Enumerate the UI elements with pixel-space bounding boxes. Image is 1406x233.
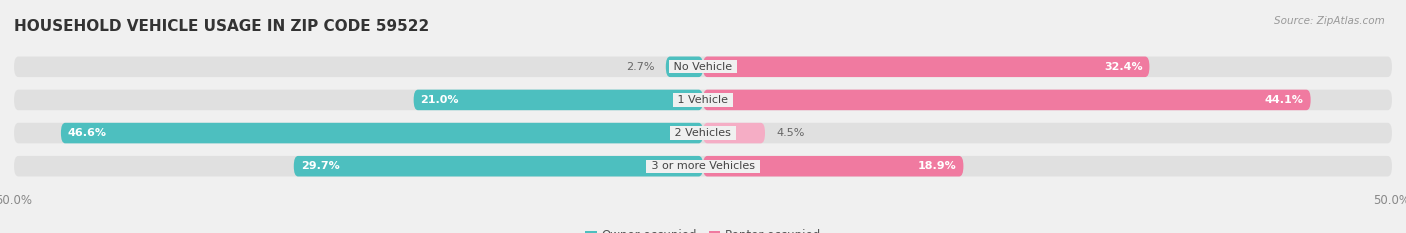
FancyBboxPatch shape [60, 123, 703, 143]
Text: 44.1%: 44.1% [1265, 95, 1303, 105]
Text: 21.0%: 21.0% [420, 95, 458, 105]
Text: No Vehicle: No Vehicle [671, 62, 735, 72]
Text: 1 Vehicle: 1 Vehicle [675, 95, 731, 105]
FancyBboxPatch shape [413, 90, 703, 110]
FancyBboxPatch shape [294, 156, 703, 176]
FancyBboxPatch shape [14, 123, 1392, 143]
Text: 32.4%: 32.4% [1104, 62, 1143, 72]
FancyBboxPatch shape [703, 57, 1150, 77]
FancyBboxPatch shape [14, 57, 1392, 77]
Text: 46.6%: 46.6% [67, 128, 107, 138]
FancyBboxPatch shape [703, 90, 1310, 110]
Text: 2.7%: 2.7% [626, 62, 655, 72]
FancyBboxPatch shape [703, 156, 963, 176]
FancyBboxPatch shape [666, 57, 703, 77]
Text: 18.9%: 18.9% [918, 161, 956, 171]
FancyBboxPatch shape [14, 90, 1392, 110]
FancyBboxPatch shape [703, 123, 765, 143]
Text: 29.7%: 29.7% [301, 161, 339, 171]
Text: Source: ZipAtlas.com: Source: ZipAtlas.com [1274, 16, 1385, 26]
Text: 3 or more Vehicles: 3 or more Vehicles [648, 161, 758, 171]
Text: 2 Vehicles: 2 Vehicles [671, 128, 735, 138]
Text: HOUSEHOLD VEHICLE USAGE IN ZIP CODE 59522: HOUSEHOLD VEHICLE USAGE IN ZIP CODE 5952… [14, 19, 429, 34]
Legend: Owner-occupied, Renter-occupied: Owner-occupied, Renter-occupied [585, 229, 821, 233]
Text: 4.5%: 4.5% [776, 128, 804, 138]
FancyBboxPatch shape [14, 156, 1392, 176]
